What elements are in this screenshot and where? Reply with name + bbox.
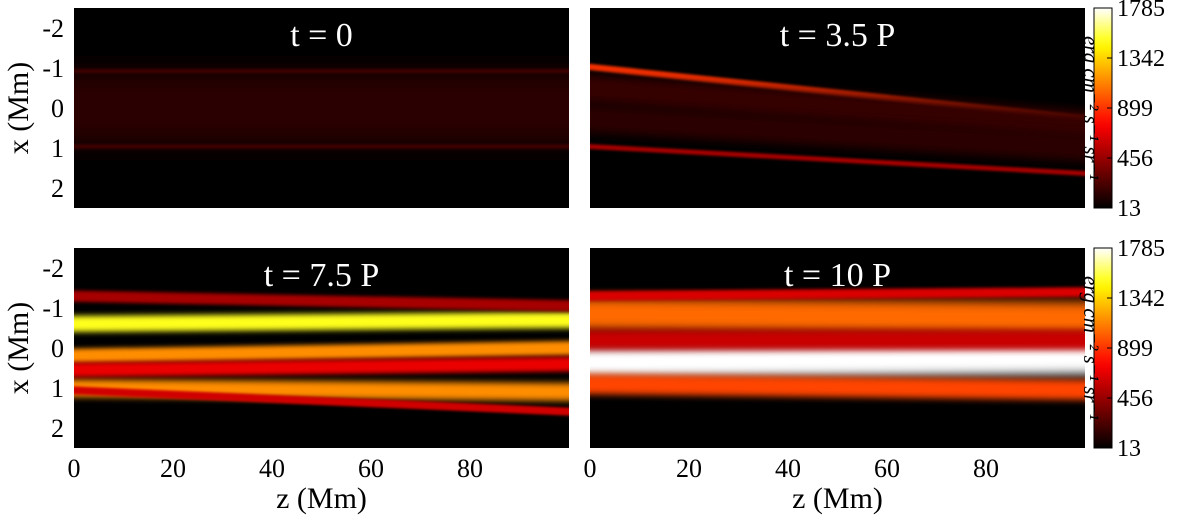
panels: t = 0 t = 3.5 P t = 7.5 P t = 10 P [74,8,1085,448]
x-tick-label: 80 [457,454,483,483]
y-tick-label: -2 [42,254,64,283]
colorbar-tick-label: 1342 [1117,286,1165,312]
x-tick-label: 60 [874,454,900,483]
y-tick-label: 0 [51,334,64,363]
colorbar-tick-label: 13 [1117,436,1141,462]
x-tick-label: 80 [973,454,999,483]
x-tick-label: 0 [68,454,81,483]
y-tick-label: 0 [51,94,64,123]
emission-strand [74,312,569,332]
x-axis-label: z (Mm) [792,482,883,515]
x-tick-label: 20 [160,454,186,483]
colorbar-tick-label: 456 [1117,146,1153,172]
colorbar-label: erg cm⁻² s⁻¹ sr⁻¹ [1079,36,1103,180]
colorbar-tick-label: 1342 [1117,46,1165,72]
colorbars: 13 456 899 1342 1785 erg cm⁻² s⁻¹ sr⁻¹ 13 456 89… [1079,0,1165,462]
y-tick-label: 1 [51,374,64,403]
colorbar-2: 13 456 899 1342 1785 erg cm⁻² s⁻¹ sr⁻¹ [1079,236,1165,462]
colorbar-label: erg cm⁻² s⁻¹ sr⁻¹ [1079,276,1103,420]
heatmap-panel-3: t = 7.5 P [74,248,569,448]
emission-strand [74,144,569,149]
y-tick-label: 1 [51,134,64,163]
y-tick-label: -1 [42,54,64,83]
x-tick-label: 60 [358,454,384,483]
emission-strand [590,74,1085,140]
emission-strand [590,342,1085,378]
y-axis-label: x (Mm) [2,62,35,155]
emission-strand [74,72,569,144]
emission-strand [74,340,569,364]
x-tick-label: 20 [676,454,702,483]
emission-strand [74,356,569,378]
colorbar-tick-label: 456 [1117,386,1153,412]
y-axis-label: x (Mm) [2,302,35,395]
x-tick-label: 0 [584,454,597,483]
x-axis-label: z (Mm) [276,482,367,515]
emission-strand [590,287,1085,301]
heatmap-panel-4: t = 10 P [590,248,1085,448]
emission-strand [590,104,1085,162]
x-tick-label: 40 [775,454,801,483]
panel-title: t = 0 [290,17,353,54]
emission-strand [590,374,1085,400]
y-tick-label: -1 [42,294,64,323]
emission-strand [74,290,569,312]
y-tick-label: 2 [51,414,64,443]
colorbar-tick-label: 1785 [1117,0,1165,22]
colorbar-tick-label: 13 [1117,196,1141,222]
y-tick-label: -2 [42,14,64,43]
panel-title: t = 10 P [784,257,891,294]
heatmap-panel-1: t = 0 [74,8,569,208]
colorbar-tick-label: 899 [1117,96,1153,122]
x-tick-label: 40 [259,454,285,483]
heatmap-panel-2: t = 3.5 P [590,8,1085,208]
colorbar-tick-label: 1785 [1117,236,1165,262]
colorbar-tick-label: 899 [1117,336,1153,362]
emission-strand [74,386,569,416]
emission-strand [590,144,1085,176]
panel-title: t = 3.5 P [780,17,896,54]
emission-strand [590,330,1085,350]
y-tick-label: 2 [51,174,64,203]
panel-title: t = 7.5 P [264,257,380,294]
colorbar-1: 13 456 899 1342 1785 erg cm⁻² s⁻¹ sr⁻¹ [1079,0,1165,222]
emission-strand [590,298,1085,334]
